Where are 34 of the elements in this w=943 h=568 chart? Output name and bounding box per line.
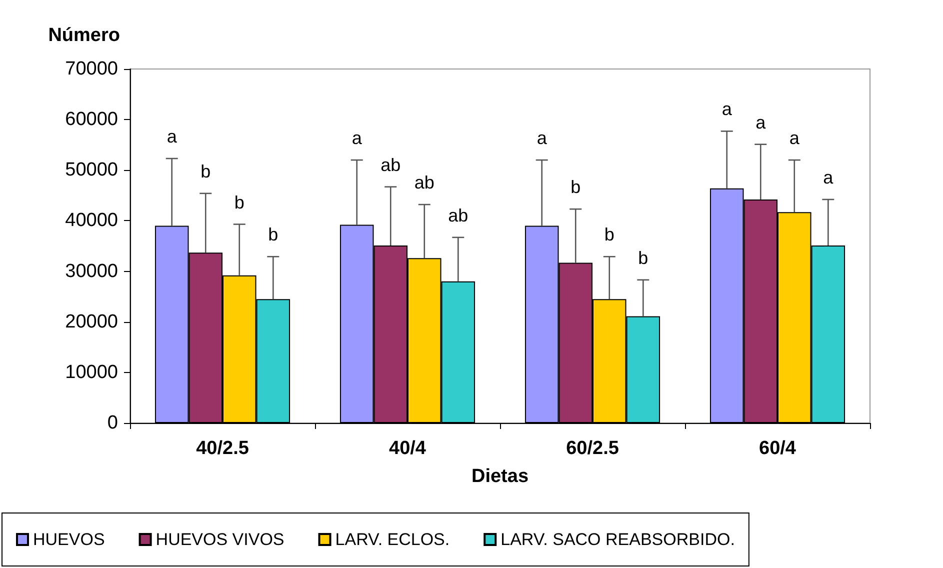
y-axis-title: Número	[48, 25, 120, 46]
annotation: a	[166, 126, 178, 147]
annotation: ab	[380, 154, 401, 175]
y-tick-label: 50000	[65, 160, 118, 181]
annotation: a	[722, 99, 733, 120]
x-axis-title: Dietas	[471, 466, 529, 487]
x-tick-label: 60/2.5	[566, 438, 620, 459]
annotation: b	[570, 177, 581, 198]
annotation: b	[200, 161, 211, 182]
x-tick-label: 40/4	[389, 438, 426, 459]
annotation: a	[756, 112, 767, 132]
legend-label: LARV. ECLOS.	[335, 530, 450, 549]
y-tick-label: 40000	[65, 210, 118, 232]
annotation: ab	[448, 205, 468, 226]
annotation: a	[536, 128, 548, 148]
y-tick-label: 0	[107, 412, 118, 434]
y-tick-label: 10000	[65, 362, 118, 383]
y-tick-label: 70000	[65, 58, 118, 80]
legend-label: HUEVOS VIVOS	[156, 530, 284, 549]
annotation: b	[234, 192, 244, 212]
annotation: b	[604, 224, 614, 245]
annotation: ab	[414, 172, 434, 193]
legend-label: HUEVOS	[33, 530, 105, 549]
legend-label: LARV. SACO REABSORBIDO.	[500, 530, 735, 549]
annotation: b	[638, 248, 648, 268]
annotation: a	[789, 128, 800, 148]
x-tick-label: 40/2.5	[196, 438, 250, 459]
y-tick-label: 20000	[65, 311, 118, 332]
annotation: a	[823, 167, 834, 188]
x-tick-label: 60/4	[759, 438, 796, 459]
y-tick-label: 30000	[65, 260, 118, 282]
annotation: b	[268, 224, 278, 245]
annotation: a	[352, 128, 363, 148]
y-tick-label: 60000	[65, 109, 118, 130]
